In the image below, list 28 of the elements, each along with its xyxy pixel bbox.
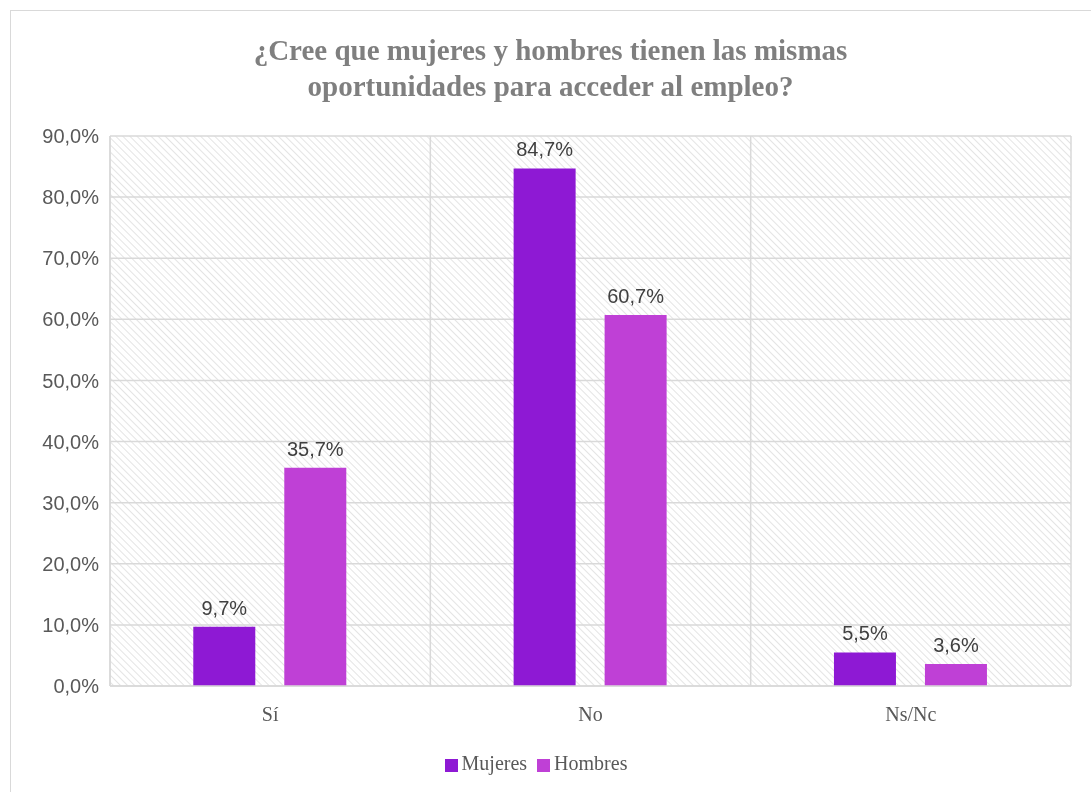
legend-label: Hombres [554,752,628,774]
chart-title: ¿Cree que mujeres y hombres tienen las mismas oportunidades para acceder al empleo? [252,33,849,104]
x-tick-label: Sí [261,703,279,726]
y-tick-label: 10,0% [42,613,100,636]
bar [284,467,347,686]
x-tick-label: No [578,703,603,726]
y-tick-label: 20,0% [42,552,100,575]
y-tick-label: 30,0% [42,491,100,514]
data-label: 35,7% [286,437,344,460]
y-tick-label: 90,0% [42,125,100,148]
bar [604,315,667,686]
y-tick-label: 60,0% [42,308,100,331]
bar [513,168,576,686]
data-label: 3,6% [933,634,979,656]
legend-label: Mujeres [461,752,528,774]
bar [924,664,987,686]
data-label: 9,7% [201,596,248,619]
y-tick-label: 0,0% [53,675,100,698]
y-tick-label: 40,0% [42,430,100,453]
y-tick-label: 80,0% [42,186,100,209]
y-tick-label: 70,0% [42,247,100,270]
x-tick-label: Ns/Nc [885,703,937,726]
bar [833,652,896,686]
bar [193,626,256,686]
data-label: 5,5% [842,622,888,645]
data-label: 60,7% [607,285,665,308]
data-label: 84,7% [516,138,574,161]
y-tick-label: 50,0% [42,369,100,392]
